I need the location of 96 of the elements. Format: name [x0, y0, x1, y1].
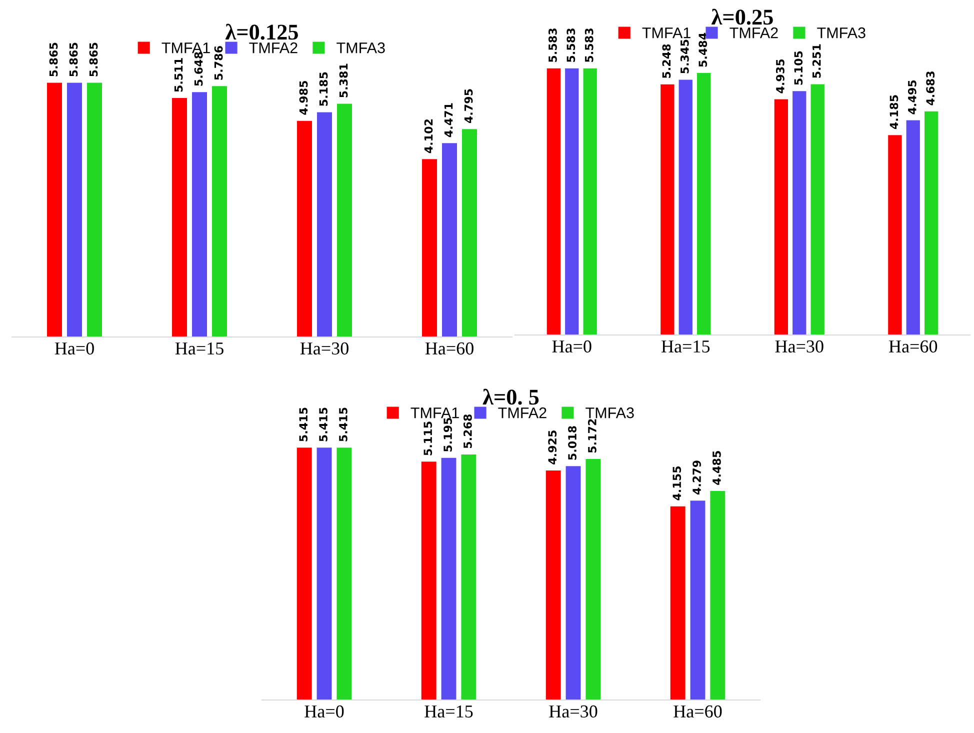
data-label: 5.583 — [566, 28, 576, 62]
data-label: 4.471 — [444, 103, 453, 138]
legend-label: TMFA3 — [336, 42, 385, 54]
data-label: 4.925 — [548, 430, 557, 464]
x-tick-label: Ha=30 — [775, 340, 824, 353]
bar — [422, 159, 437, 337]
x-tick-label: Ha=15 — [424, 705, 473, 718]
legend-label: TMFA2 — [730, 27, 778, 38]
data-label: 5.786 — [214, 46, 223, 80]
data-label: 5.018 — [568, 426, 576, 460]
bar — [317, 112, 332, 337]
bar — [212, 86, 227, 337]
chart-title: λ=0.25 — [712, 8, 773, 25]
bar — [316, 448, 332, 700]
chart-title: λ=0.125 — [225, 24, 298, 40]
data-label: 4.279 — [692, 460, 701, 495]
bar — [461, 454, 476, 700]
data-label: 5.248 — [662, 44, 671, 78]
bar — [67, 82, 82, 337]
data-label: 5.865 — [69, 42, 78, 76]
bar — [888, 135, 902, 335]
data-label: 5.195 — [444, 418, 452, 452]
bar — [906, 120, 920, 335]
data-label: 5.583 — [584, 28, 594, 62]
bar — [441, 458, 456, 700]
bar — [565, 68, 579, 335]
x-tick-label: Ha=60 — [889, 340, 938, 353]
data-label: 5.865 — [49, 42, 58, 76]
bar — [670, 506, 686, 700]
data-label: 5.583 — [548, 28, 557, 62]
x-tick-label: Ha=60 — [674, 705, 722, 718]
data-label: 5.381 — [339, 64, 348, 98]
data-label: 5.415 — [299, 408, 308, 442]
data-label: 4.935 — [776, 59, 784, 94]
x-tick-label: Ha=0 — [552, 340, 592, 353]
legend-label: TMFA2 — [498, 407, 546, 418]
x-tick-label: Ha=15 — [662, 340, 710, 353]
bar — [297, 120, 312, 337]
bar — [792, 91, 806, 335]
legend-label: TMFA2 — [249, 42, 298, 54]
bar — [462, 129, 477, 337]
legend-label: TMFA1 — [162, 42, 210, 54]
data-label: 5.172 — [588, 419, 596, 453]
bar — [421, 462, 436, 700]
bar — [546, 68, 560, 335]
x-tick-label: Ha=60 — [425, 342, 474, 355]
data-label: 5.648 — [194, 52, 203, 86]
data-label: 5.511 — [174, 58, 183, 92]
legend-label: TMFA3 — [586, 407, 634, 418]
data-label: 5.185 — [319, 72, 328, 106]
bar — [697, 73, 711, 335]
data-label: 5.105 — [794, 51, 803, 85]
bar — [774, 99, 788, 335]
bar — [678, 80, 692, 335]
bar — [710, 490, 726, 700]
legend-label: TMFA3 — [817, 27, 866, 38]
bar — [660, 84, 674, 335]
data-label: 4.795 — [464, 89, 473, 124]
chart-title: λ=0. 5 — [482, 388, 539, 405]
data-label: 5.345 — [680, 40, 689, 74]
bar — [172, 98, 187, 337]
legend-label: TMFA1 — [642, 28, 690, 38]
bar — [192, 92, 207, 337]
data-label: 4.102 — [424, 119, 433, 154]
bar — [47, 82, 62, 337]
bar — [566, 466, 581, 700]
bar — [690, 500, 706, 700]
x-tick-label: Ha=15 — [175, 342, 224, 355]
x-tick-label: Ha=0 — [304, 705, 344, 718]
data-label: 4.155 — [672, 466, 682, 500]
data-label: 5.251 — [812, 44, 821, 78]
data-label: 5.115 — [424, 422, 432, 456]
x-tick-label: Ha=30 — [300, 342, 348, 355]
data-label: 4.495 — [908, 80, 916, 114]
data-label: 5.268 — [463, 414, 472, 448]
data-label: 5.865 — [89, 42, 98, 76]
data-label: 4.683 — [926, 72, 935, 106]
bar — [442, 143, 457, 337]
x-tick-label: Ha=30 — [549, 705, 598, 718]
bar — [586, 458, 601, 700]
bar — [924, 111, 938, 335]
data-label: 5.415 — [339, 408, 348, 442]
bar — [296, 448, 312, 700]
data-label: 4.185 — [890, 95, 898, 130]
bar — [546, 470, 561, 700]
data-label: 5.484 — [698, 32, 708, 67]
bar — [810, 84, 824, 335]
x-tick-label: Ha=0 — [54, 342, 94, 355]
bar — [337, 104, 352, 337]
bar — [583, 68, 597, 335]
legend-label: TMFA1 — [410, 408, 459, 418]
data-label: 5.415 — [319, 408, 328, 442]
bar — [87, 82, 102, 337]
data-label: 4.485 — [712, 451, 721, 485]
bar — [336, 448, 352, 700]
data-label: 4.985 — [299, 80, 308, 115]
